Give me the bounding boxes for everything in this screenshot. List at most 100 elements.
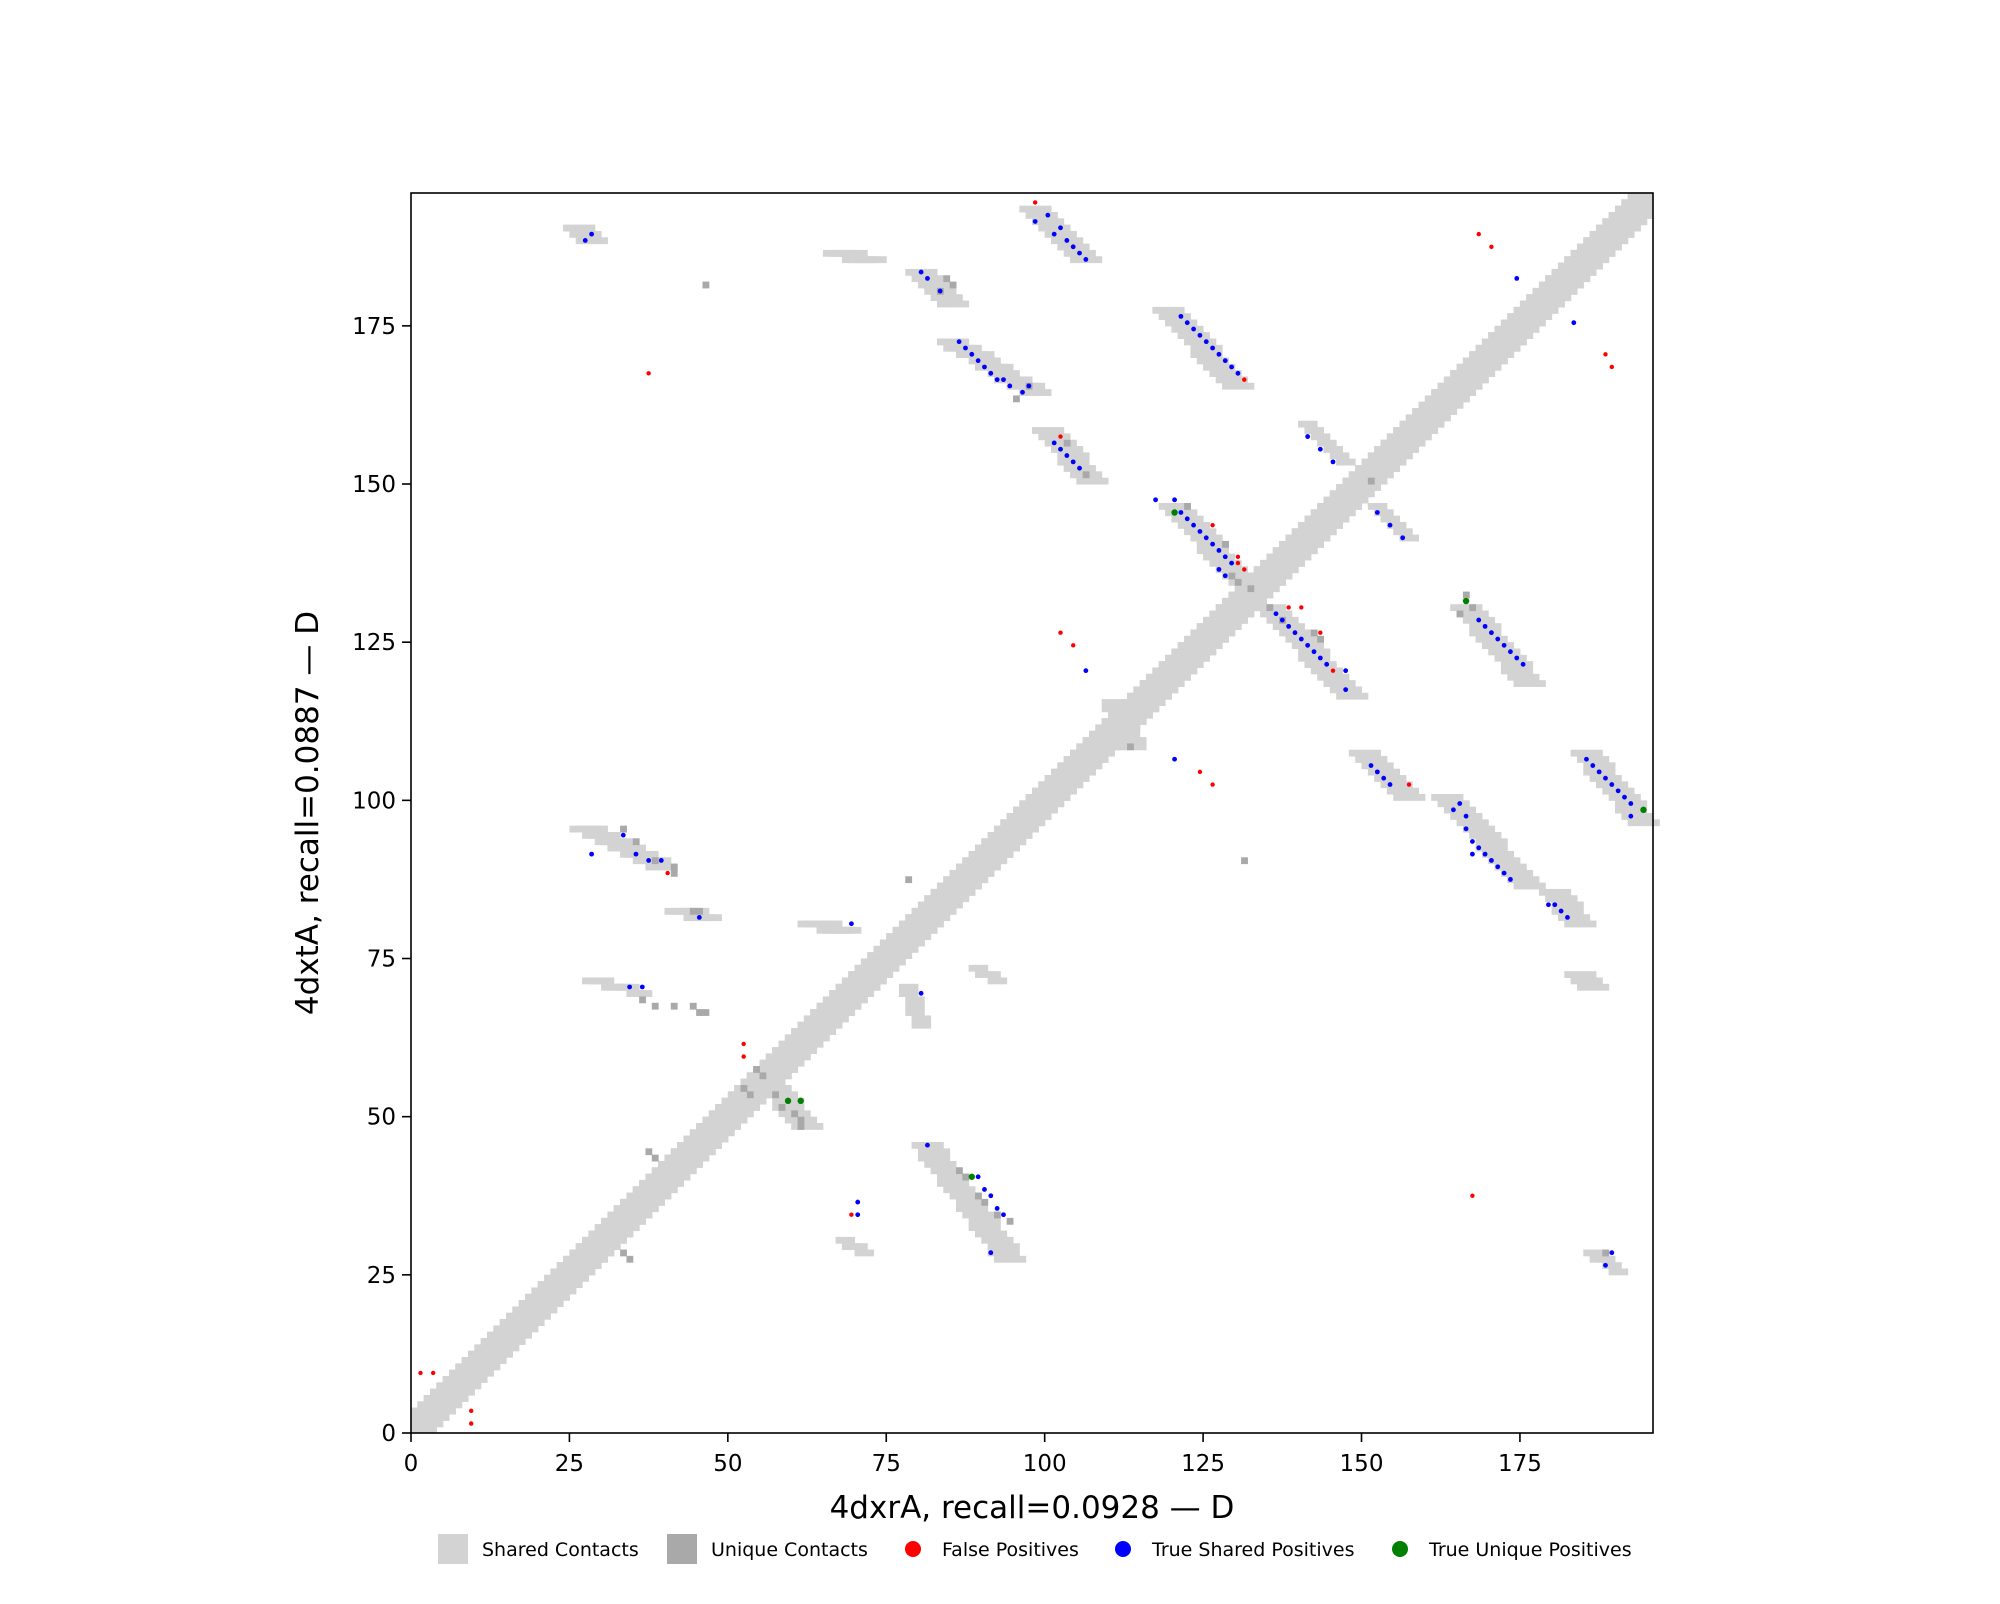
shared-contact-cell bbox=[1393, 521, 1401, 529]
shared-contact-cell bbox=[1481, 831, 1489, 839]
shared-contact-cell bbox=[1595, 781, 1603, 789]
unique-contact-cell bbox=[1012, 395, 1020, 403]
shared-contact-cell bbox=[968, 1186, 976, 1194]
shared-contact-cell bbox=[1348, 749, 1356, 757]
shared-contact-cell bbox=[1386, 509, 1394, 517]
shared-contact-cell bbox=[936, 1141, 944, 1149]
shared-contact-cell bbox=[898, 920, 906, 966]
shared-contact-cell bbox=[911, 1141, 919, 1149]
shared-contact-cell bbox=[993, 1217, 1001, 1225]
shared-contact-cell bbox=[1070, 465, 1077, 472]
shared-contact-cell bbox=[1247, 572, 1255, 618]
shared-contact-cell bbox=[1336, 686, 1343, 694]
shared-contact-cell bbox=[1190, 351, 1198, 358]
prediction-points-layer bbox=[418, 200, 1647, 1426]
shared-contact-cell bbox=[1019, 1255, 1027, 1263]
true-shared-positive-point bbox=[1609, 1250, 1615, 1256]
shared-contact-cell bbox=[1526, 876, 1534, 884]
shared-contact-cell bbox=[1557, 901, 1565, 909]
shared-contact-cell bbox=[1203, 553, 1210, 561]
true-shared-positive-point bbox=[1216, 351, 1222, 357]
shared-contact-cell bbox=[1640, 193, 1648, 226]
shared-contact-cell bbox=[1127, 730, 1134, 738]
shared-contact-cell bbox=[1342, 673, 1350, 681]
shared-contact-cell bbox=[1488, 648, 1496, 656]
shared-contact-cell bbox=[924, 1021, 932, 1029]
true-shared-positive-point bbox=[1216, 548, 1222, 553]
unique-contact-cell bbox=[962, 1173, 970, 1181]
shared-contact-cell bbox=[1158, 503, 1166, 510]
shared-contact-cell bbox=[1076, 256, 1084, 264]
true-shared-positive-point bbox=[1292, 630, 1298, 636]
shared-contact-cell bbox=[1519, 673, 1527, 681]
shared-contact-cell bbox=[1564, 895, 1572, 903]
shared-contact-cell bbox=[1329, 680, 1337, 687]
shared-contact-cell bbox=[468, 1350, 475, 1396]
true-shared-positive-point bbox=[925, 1142, 930, 1148]
shared-contact-cell bbox=[936, 1160, 944, 1168]
shared-contact-cell bbox=[1367, 503, 1375, 510]
shared-contact-cell bbox=[1475, 629, 1483, 637]
shared-contact-cell bbox=[1513, 648, 1521, 656]
shared-contact-cell bbox=[1171, 313, 1179, 321]
unique-contact-cell bbox=[1367, 477, 1375, 485]
shared-contact-cell bbox=[1070, 452, 1077, 460]
true-shared-positive-point bbox=[1235, 370, 1241, 376]
legend-label-shared: Shared Contacts bbox=[482, 1539, 639, 1561]
shared-contact-cell bbox=[449, 1369, 456, 1415]
shared-contact-cell bbox=[1196, 515, 1204, 523]
shared-contact-cell bbox=[601, 977, 608, 985]
shared-contact-cell bbox=[689, 914, 697, 922]
shared-contact-cell bbox=[1070, 256, 1077, 264]
shared-contact-cell bbox=[1595, 1255, 1603, 1263]
shared-contact-cell bbox=[1646, 813, 1654, 820]
shared-contact-cell bbox=[1589, 768, 1597, 776]
shared-contact-cell bbox=[1298, 642, 1305, 650]
shared-contact-cell bbox=[1291, 616, 1299, 624]
shared-contact-cell bbox=[1310, 661, 1318, 668]
shared-contact-cell bbox=[974, 351, 982, 358]
shared-contact-cell bbox=[651, 1167, 659, 1213]
shared-contact-cell bbox=[784, 1091, 792, 1099]
false-positive-point bbox=[1318, 630, 1323, 635]
true-unique-positive-point bbox=[784, 1097, 792, 1105]
shared-contact-cell bbox=[1393, 794, 1401, 801]
shared-contact-cell bbox=[1336, 458, 1343, 466]
true-shared-positive-point bbox=[1184, 320, 1190, 326]
false-positive-point bbox=[1489, 244, 1494, 249]
shared-contact-cell bbox=[1171, 515, 1179, 523]
shared-contact-cell bbox=[1500, 844, 1508, 852]
shared-contact-cell bbox=[1133, 724, 1141, 732]
shared-contact-cell bbox=[949, 338, 957, 346]
shared-contact-cell bbox=[1215, 553, 1223, 561]
shared-contact-cell bbox=[1133, 743, 1141, 751]
unique-contact-cell bbox=[1234, 578, 1242, 586]
shared-contact-cell bbox=[1247, 382, 1255, 390]
shared-contact-cell bbox=[1602, 983, 1610, 991]
shared-contact-cell bbox=[1323, 433, 1331, 441]
shared-contact-cell bbox=[829, 926, 837, 934]
shared-contact-cell bbox=[1589, 756, 1597, 763]
shared-contact-cell bbox=[1051, 211, 1058, 219]
true-shared-positive-point bbox=[1222, 573, 1228, 579]
shared-contact-cell bbox=[949, 1167, 957, 1175]
shared-contact-cell bbox=[1234, 566, 1242, 574]
shared-contact-cell bbox=[1006, 1243, 1014, 1251]
shared-contact-cell bbox=[993, 971, 1001, 978]
shared-contact-cell bbox=[1228, 591, 1236, 637]
true-shared-positive-point bbox=[1172, 497, 1177, 503]
shared-contact-cell bbox=[981, 964, 989, 972]
shared-contact-cell bbox=[1481, 825, 1489, 833]
shared-contact-cell bbox=[1190, 338, 1198, 346]
y-tick-label: 0 bbox=[381, 1421, 396, 1447]
shared-contact-cell bbox=[1614, 794, 1622, 801]
shared-contact-cell bbox=[993, 1224, 1001, 1232]
true-shared-positive-point bbox=[1153, 497, 1158, 503]
shared-contact-cell bbox=[772, 1078, 780, 1086]
shared-contact-cell bbox=[1488, 850, 1496, 858]
shared-contact-cell bbox=[791, 1104, 799, 1111]
shared-contact-cell bbox=[1608, 768, 1616, 776]
shared-contact-cell bbox=[1323, 446, 1331, 453]
shared-contact-cell bbox=[778, 1097, 786, 1105]
shared-contact-cell bbox=[1222, 547, 1229, 555]
